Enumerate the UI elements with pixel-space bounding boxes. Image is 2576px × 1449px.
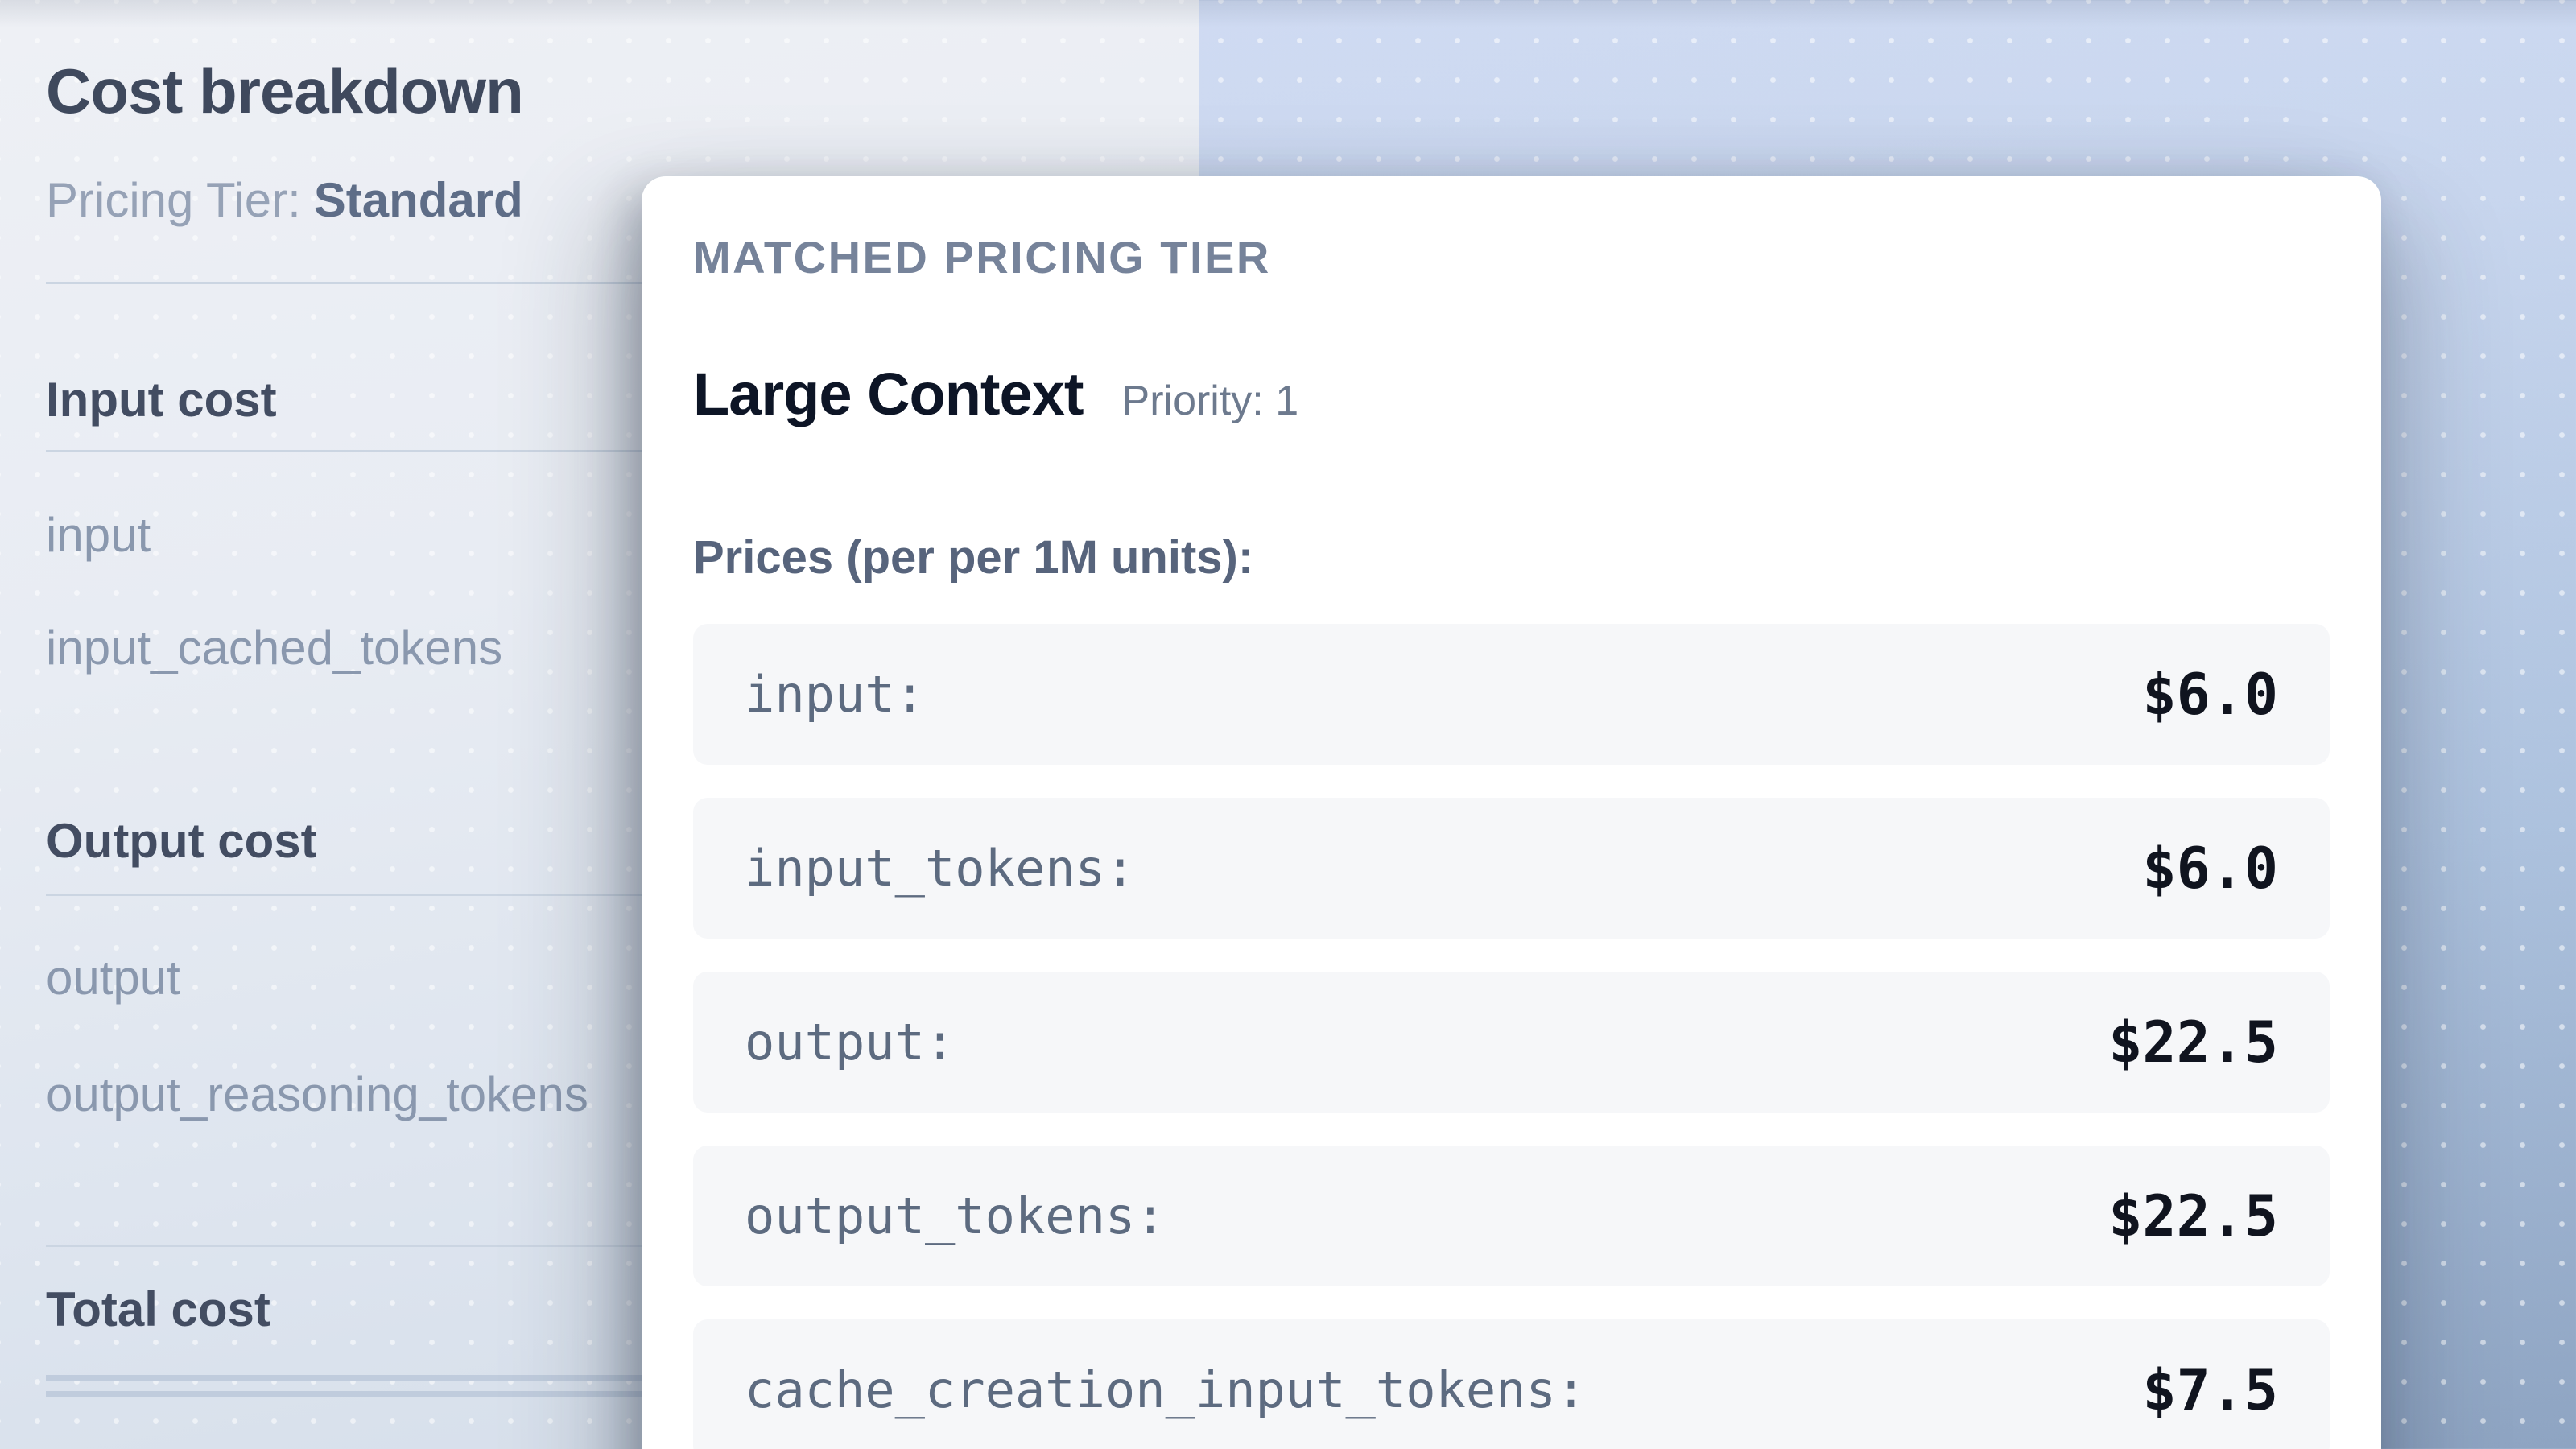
cost-item-output-reasoning-tokens: output_reasoning_tokens bbox=[46, 1067, 588, 1121]
price-value: $7.5 bbox=[2142, 1356, 2278, 1423]
tier-priority: Priority: 1 bbox=[1121, 378, 1299, 424]
pricing-tier-label: Pricing Tier: bbox=[46, 173, 301, 227]
price-key: output_tokens: bbox=[745, 1187, 1166, 1245]
cost-item-output: output bbox=[46, 951, 180, 1005]
price-row-cache-creation-input-tokens: cache_creation_input_tokens: $7.5 bbox=[693, 1319, 2330, 1449]
cost-item-input-cached-tokens: input_cached_tokens bbox=[46, 621, 503, 675]
page-title: Cost breakdown bbox=[46, 56, 524, 126]
price-key: output: bbox=[745, 1013, 956, 1071]
price-row-input-tokens: input_tokens: $6.0 bbox=[693, 798, 2330, 939]
price-rows: input: $6.0 input_tokens: $6.0 output: $… bbox=[693, 624, 2330, 1449]
price-value: $6.0 bbox=[2142, 661, 2278, 728]
output-cost-heading: Output cost bbox=[46, 814, 317, 868]
price-key: cache_creation_input_tokens: bbox=[745, 1360, 1587, 1419]
price-value: $22.5 bbox=[2108, 1009, 2278, 1075]
price-row-input: input: $6.0 bbox=[693, 624, 2330, 765]
price-key: input: bbox=[745, 665, 925, 724]
input-cost-heading: Input cost bbox=[46, 373, 277, 427]
cost-item-input: input bbox=[46, 508, 151, 562]
price-row-output: output: $22.5 bbox=[693, 972, 2330, 1113]
total-cost-heading: Total cost bbox=[46, 1282, 270, 1336]
tooltip-eyebrow: MATCHED PRICING TIER bbox=[693, 232, 1271, 283]
price-value: $22.5 bbox=[2108, 1183, 2278, 1249]
tier-name: Large Context bbox=[693, 361, 1084, 427]
pricing-tier-value[interactable]: Standard bbox=[313, 173, 523, 227]
pricing-tier-line: Pricing Tier: Standard bbox=[46, 172, 523, 228]
price-key: input_tokens: bbox=[745, 839, 1136, 898]
tier-name-line: Large Context Priority: 1 bbox=[693, 360, 1298, 428]
price-value: $6.0 bbox=[2142, 835, 2278, 902]
prices-heading: Prices (per per 1M units): bbox=[693, 531, 1254, 584]
matched-pricing-tier-tooltip: MATCHED PRICING TIER Large Context Prior… bbox=[642, 176, 2381, 1449]
price-row-output-tokens: output_tokens: $22.5 bbox=[693, 1146, 2330, 1286]
